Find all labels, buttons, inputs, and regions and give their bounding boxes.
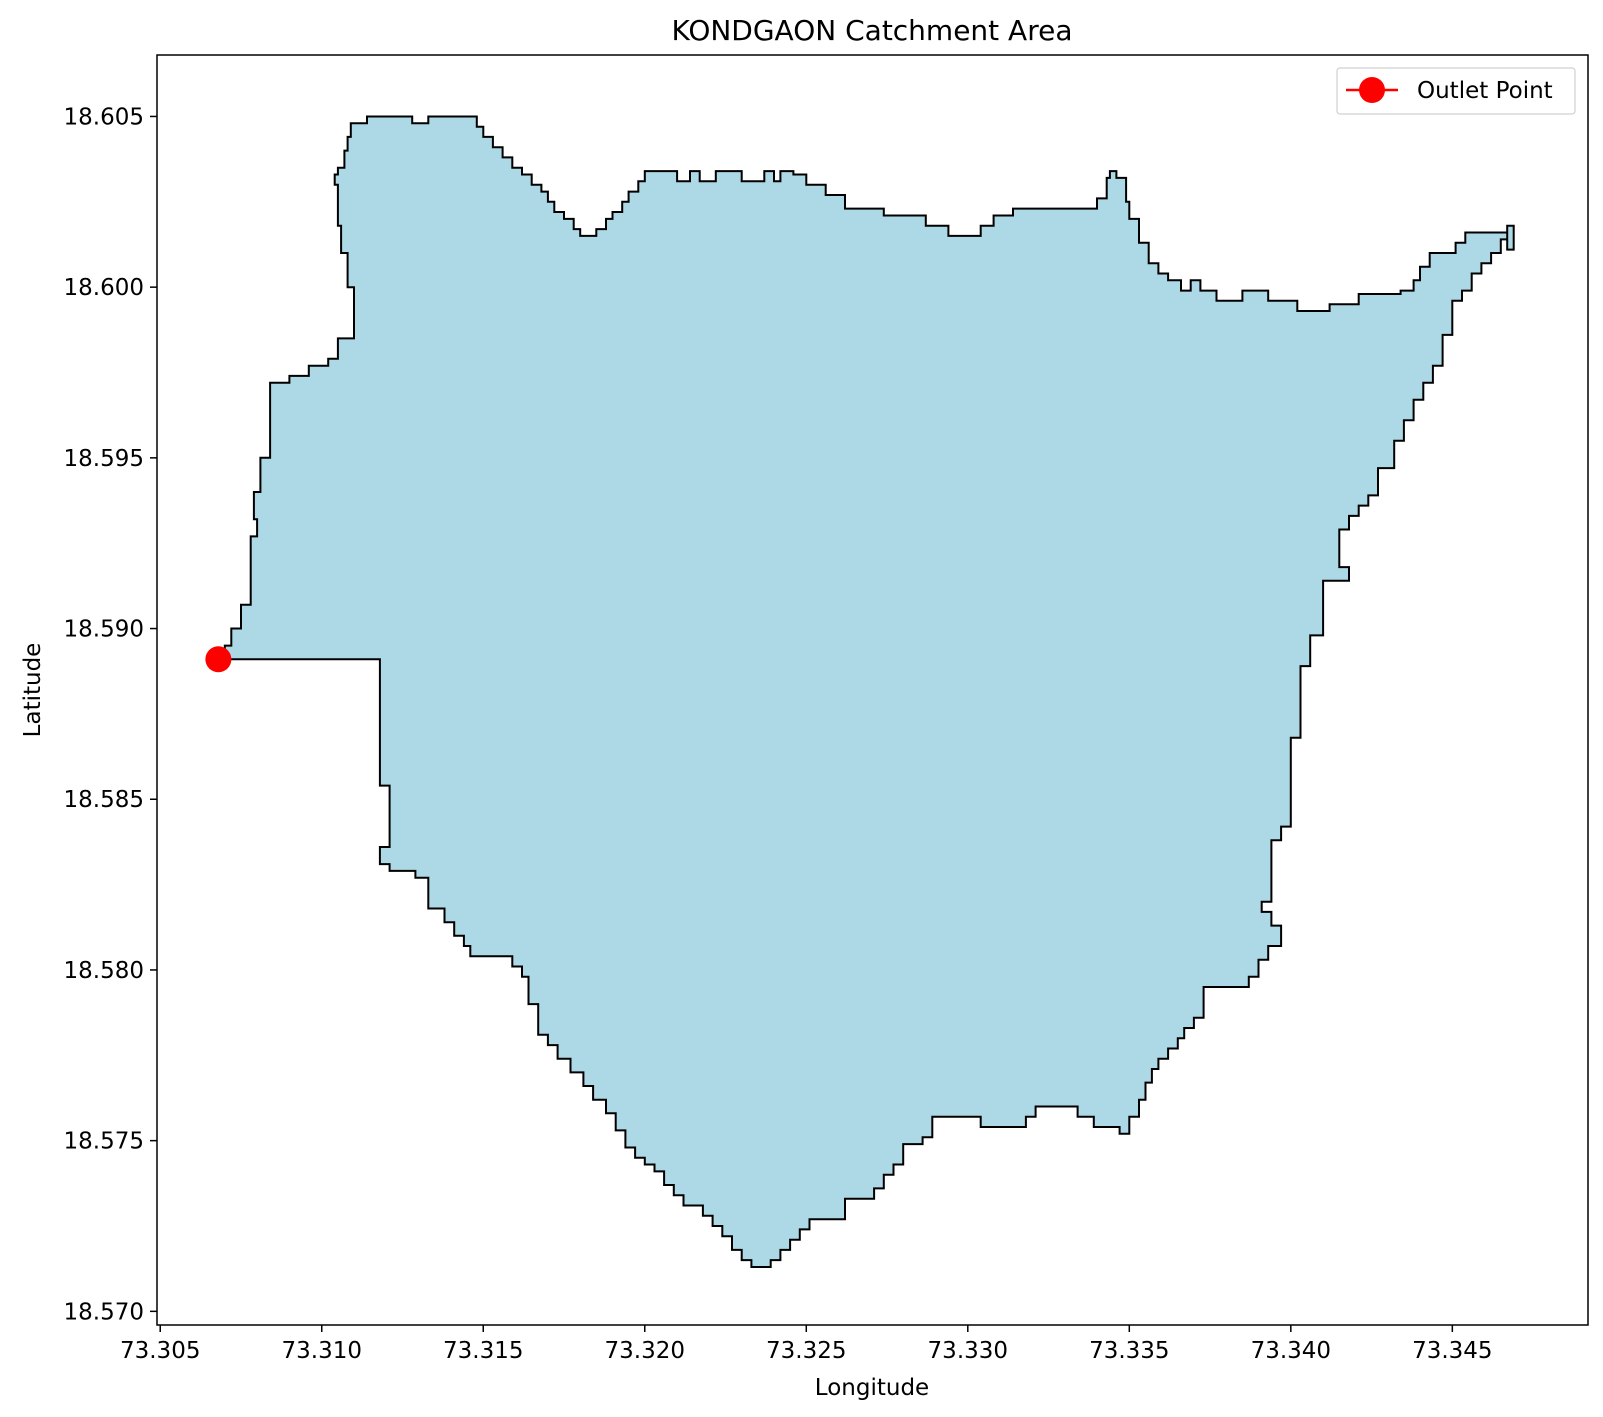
y-tick-label: 18.595 — [64, 446, 144, 472]
legend: Outlet Point — [1336, 67, 1576, 115]
legend-label: Outlet Point — [1417, 78, 1553, 104]
x-tick-label: 73.310 — [282, 1338, 362, 1364]
y-tick-label: 18.575 — [64, 1129, 144, 1155]
x-axis-label: Longitude — [815, 1375, 929, 1401]
x-tick-label: 73.320 — [605, 1338, 685, 1364]
x-tick-label: 73.335 — [1089, 1338, 1169, 1364]
y-axis-label: Latitude — [20, 643, 46, 738]
y-tick-label: 18.585 — [64, 787, 144, 813]
y-tick-label: 18.605 — [64, 104, 144, 130]
y-axis-ticks: 18.570 18.575 18.580 18.585 18.590 18.595 18.6… — [64, 104, 157, 1325]
outlet-point-marker — [205, 646, 232, 673]
y-tick-label: 18.580 — [64, 958, 144, 984]
x-tick-label: 73.305 — [120, 1338, 200, 1364]
plot-frame — [156, 54, 1589, 1326]
plot-layer — [205, 115, 1515, 1268]
x-tick-label: 73.325 — [766, 1338, 846, 1364]
y-tick-label: 18.570 — [64, 1299, 144, 1325]
x-tick-label: 73.330 — [928, 1338, 1008, 1364]
x-tick-label: 73.345 — [1412, 1338, 1492, 1364]
x-tick-label: 73.340 — [1251, 1338, 1331, 1364]
chart-title: KONDGAON Catchment Area — [671, 14, 1072, 47]
y-tick-label: 18.600 — [64, 275, 144, 301]
x-axis-ticks: 73.305 73.310 73.315 73.320 73.325 73.330 73.3… — [120, 1325, 1493, 1364]
legend-marker-sample — [1359, 77, 1385, 103]
x-tick-label: 73.315 — [443, 1338, 523, 1364]
y-tick-label: 18.590 — [64, 617, 144, 643]
catchment-polygon — [218, 115, 1515, 1268]
legend-box — [1336, 67, 1576, 115]
